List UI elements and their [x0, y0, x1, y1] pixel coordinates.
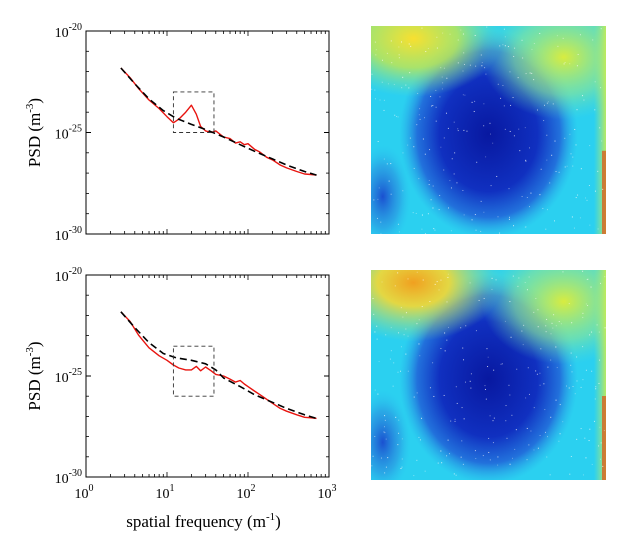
y-tick-label: 10-20 — [55, 22, 82, 41]
x-axis-label: spatial frequency (m-1) — [126, 511, 281, 531]
x-tick-label: 101 — [156, 483, 175, 502]
y-tick-label: 10-30 — [55, 468, 82, 487]
heatmap-noise — [371, 26, 604, 234]
fit-line-dashed — [120, 67, 317, 176]
plot-series-group — [120, 67, 317, 176]
x-tick-label: 102 — [237, 483, 256, 502]
y-tick-label: 10-25 — [55, 124, 82, 143]
y-tick-label: 10-25 — [55, 367, 82, 386]
psd-plot-top: 10-20 10-25 10-30 PSD (m-3) — [24, 22, 330, 244]
heatmap-edge-red — [602, 396, 606, 480]
heatmap-edge-red — [602, 150, 606, 234]
heatmap-region — [371, 144, 411, 234]
heatmap-region — [371, 389, 411, 480]
y-tick-label: 10-30 — [55, 225, 82, 244]
plot-frame — [85, 274, 330, 478]
heatmap-region — [371, 270, 503, 342]
heatmap-region — [481, 270, 606, 365]
heatmap-top — [371, 26, 606, 234]
x-tick-label: 100 — [75, 483, 94, 502]
fit-line-dashed — [120, 311, 317, 420]
y-tick-label: 10-20 — [55, 266, 82, 285]
plot-series-group — [120, 311, 317, 420]
heatmap-noise — [371, 270, 606, 477]
x-tick-label: 103 — [318, 483, 337, 502]
zoom-box — [172, 345, 215, 397]
zoom-box — [172, 91, 215, 133]
y-axis-label: PSD (m-3) — [24, 98, 44, 167]
heatmap-region — [481, 26, 606, 120]
heatmap-bottom — [371, 270, 606, 480]
heatmap-region — [371, 26, 503, 97]
y-axis-label: PSD (m-3) — [24, 341, 44, 410]
psd-line-red — [120, 311, 317, 420]
psd-line-red — [120, 67, 317, 176]
